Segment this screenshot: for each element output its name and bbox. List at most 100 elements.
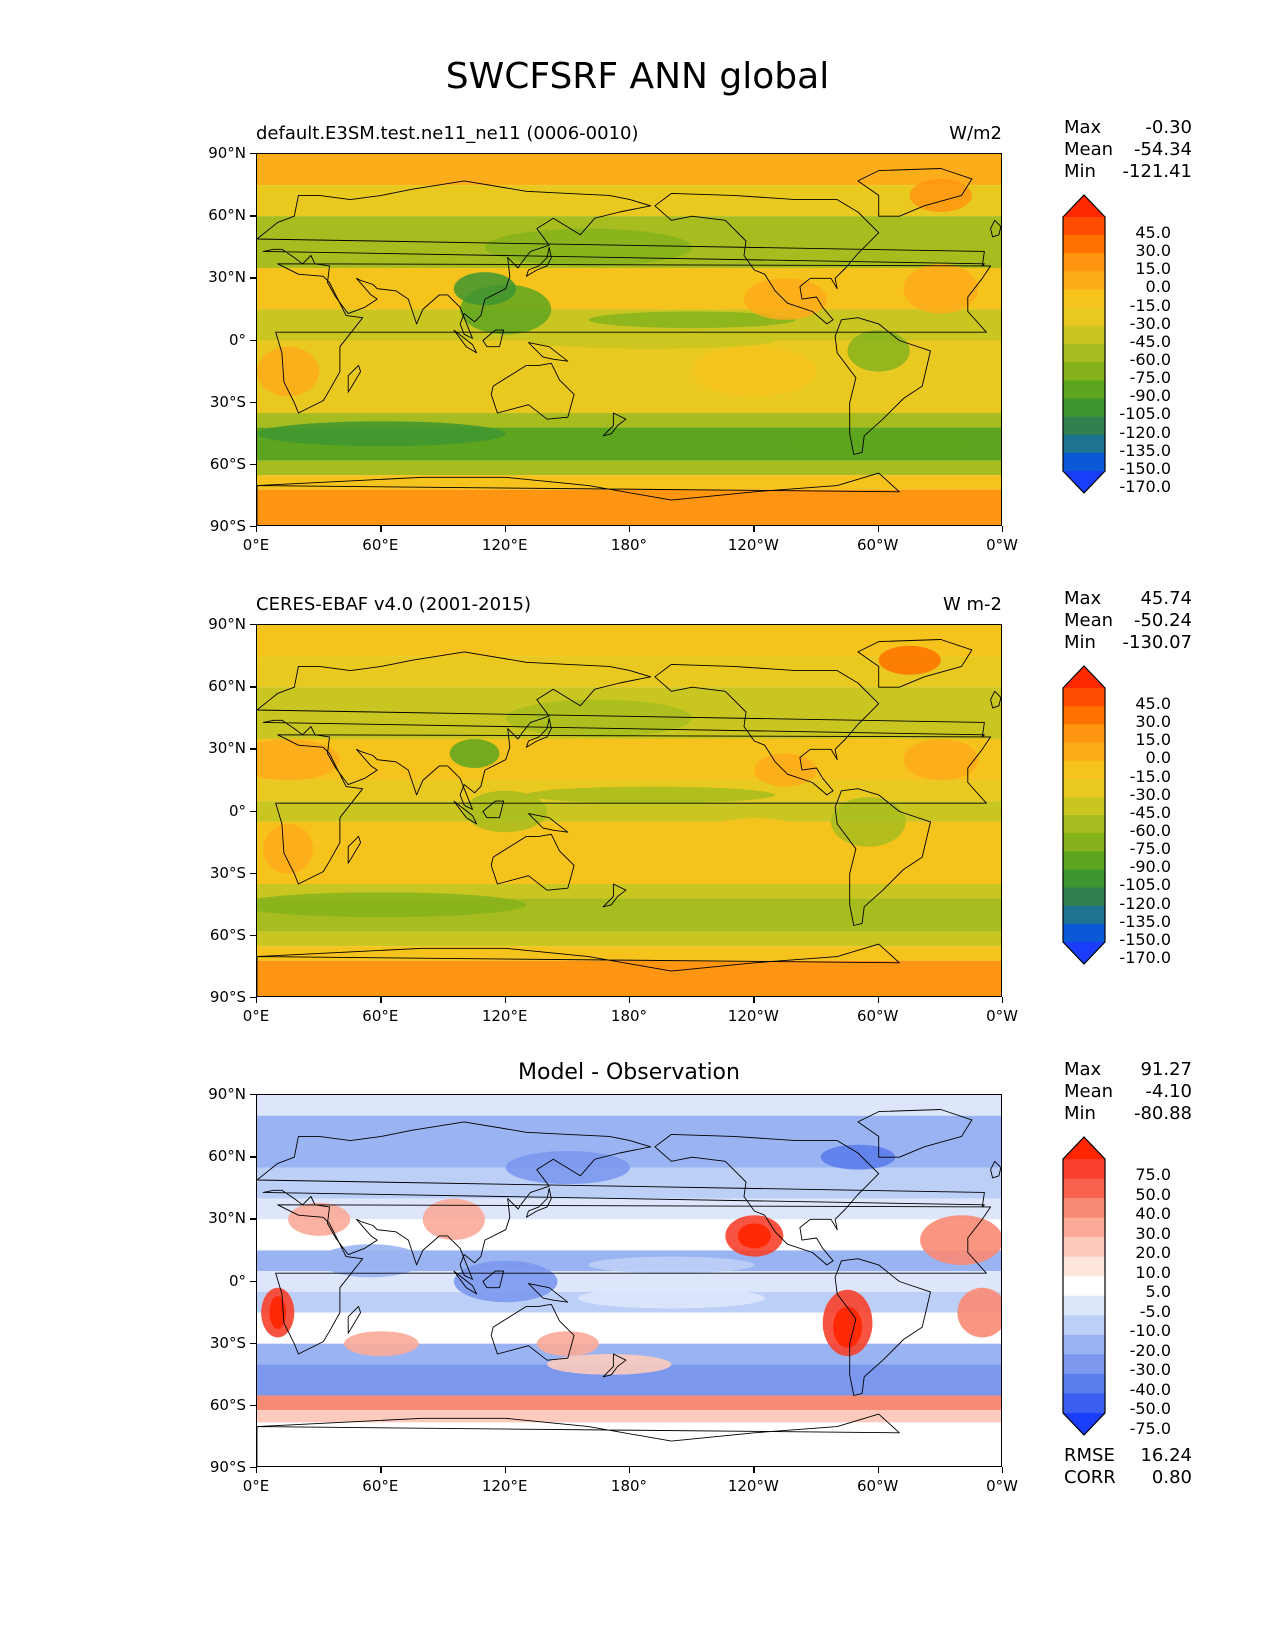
lat-tick: [250, 1280, 256, 1282]
field-anomaly: [536, 1331, 599, 1357]
field-anomaly: [878, 645, 941, 675]
min-value: -80.88: [1133, 1103, 1192, 1124]
coastline-segment: [347, 835, 362, 864]
coastline-segment: [525, 246, 552, 277]
lat-tick-label: 90°S: [209, 1458, 246, 1476]
colorbar-svg: [1062, 665, 1106, 965]
lat-tick: [250, 463, 256, 466]
map-field: [257, 154, 1001, 525]
lon-tick: [877, 1467, 880, 1473]
field-anomaly: [847, 330, 910, 372]
colorbar-segment: [1063, 271, 1105, 291]
field-anomaly: [526, 786, 776, 804]
field-anomaly: [453, 272, 517, 306]
lon-tick: [753, 526, 755, 532]
colorbar-tick-label: 5.0: [1145, 1282, 1171, 1302]
colorbar-svg: [1062, 1136, 1106, 1436]
colorbar-tick-label: 30.0: [1135, 712, 1171, 732]
coastline-segment: [602, 883, 627, 908]
rmse-value: 16.24: [1140, 1445, 1192, 1466]
field-band: [257, 1395, 1001, 1410]
coastline-segment: [654, 663, 880, 796]
colorbar-tick-label: -120.0: [1119, 893, 1171, 913]
field-anomaly: [526, 332, 776, 349]
field-anomaly: [578, 1287, 765, 1309]
lon-tick-label: 60°E: [362, 536, 399, 554]
colorbar-tick-label: -105.0: [1119, 404, 1171, 424]
mean-label: Mean: [1064, 1081, 1114, 1102]
colorbar-segment: [1063, 887, 1105, 907]
field-anomaly: [269, 1296, 287, 1330]
corr-value: 0.80: [1151, 1467, 1192, 1488]
colorbar-tick-label: 50.0: [1135, 1184, 1171, 1204]
coastline-segment: [834, 317, 931, 455]
lat-tick-label: 30°N: [208, 739, 246, 758]
colorbar-segment: [1063, 253, 1105, 272]
colorbar-segment: [1063, 398, 1105, 418]
stats-box: Max 45.74 Mean -50.24 Min -130.07: [1064, 588, 1192, 654]
colorbar-segment: [1063, 923, 1105, 943]
colorbar-segment: [1063, 796, 1105, 816]
lon-tick-label: 0°W: [986, 1007, 1018, 1025]
mean-label: Mean: [1064, 139, 1114, 160]
lat-tick: [250, 153, 256, 155]
max-value: 91.27: [1140, 1059, 1192, 1080]
mean-value: -4.10: [1145, 1081, 1192, 1102]
lon-tick: [629, 1467, 631, 1473]
colorbar-tick-label: -45.0: [1129, 331, 1171, 351]
colorbar-segment: [1063, 1315, 1105, 1336]
lat-tick: [250, 1156, 256, 1158]
lon-tick: [1002, 526, 1004, 532]
coastline-segment: [453, 1270, 478, 1295]
colorbar-tick-label: -135.0: [1119, 911, 1171, 931]
coastline-segment: [275, 263, 992, 414]
colorbar-tick-label: -170.0: [1119, 948, 1171, 967]
lon-tick: [256, 1467, 258, 1473]
stats-box: Max -0.30 Mean -54.34 Min -121.41: [1064, 117, 1192, 183]
lat-tick: [250, 872, 256, 875]
lat-tick-label: 30°S: [209, 863, 246, 882]
field-anomaly: [505, 1150, 630, 1185]
min-value: -130.07: [1122, 632, 1192, 653]
coastline-segment: [275, 734, 992, 885]
colorbar-segment: [1063, 1373, 1105, 1394]
lon-tick-label: 120°E: [481, 536, 528, 554]
colorbar-segment: [1063, 307, 1105, 327]
coastline-segment: [602, 1353, 627, 1378]
field-anomaly: [453, 1260, 558, 1303]
lon-tick: [256, 997, 258, 1003]
min-label: Min: [1064, 1103, 1096, 1124]
colorbar-segment: [1063, 235, 1105, 254]
lat-tick-label: 60°N: [208, 1147, 246, 1166]
lon-tick: [380, 997, 382, 1003]
lat-tick-label: 60°S: [209, 925, 246, 944]
lon-tick: [629, 526, 631, 532]
field-band: [257, 1167, 1001, 1199]
field-band: [257, 1095, 1001, 1116]
coastline-segment: [857, 1109, 973, 1158]
field-band: [257, 1271, 1001, 1292]
field-anomaly: [344, 1331, 419, 1357]
lon-tick: [1002, 1467, 1004, 1473]
colorbar-tick-label: -150.0: [1119, 458, 1171, 478]
lon-tick-label: 120°W: [727, 536, 779, 554]
field-anomaly: [737, 1223, 771, 1249]
lat-tick-label: 30°N: [208, 1209, 246, 1228]
lat-tick-label: 60°N: [208, 206, 246, 225]
coastline-segment: [257, 651, 985, 810]
coastline-segment: [857, 639, 973, 688]
colorbar-tick-label: 15.0: [1135, 730, 1171, 750]
colorbar-tick-label: -75.0: [1129, 368, 1171, 388]
field-anomaly: [903, 738, 979, 781]
field-band: [257, 625, 1001, 657]
lat-tick-label: 90°S: [209, 517, 246, 535]
field-band: [257, 946, 1001, 961]
coastline-segment: [482, 1270, 505, 1289]
coastline-segment: [990, 690, 1001, 709]
colorbar-tick-label: -90.0: [1129, 857, 1171, 877]
field-anomaly: [909, 178, 972, 213]
coastline-segment: [834, 788, 931, 926]
colorbar-segment: [1063, 452, 1105, 472]
colorbar-tick-label: -170.0: [1119, 477, 1171, 496]
lon-tick-label: 60°W: [856, 536, 899, 554]
